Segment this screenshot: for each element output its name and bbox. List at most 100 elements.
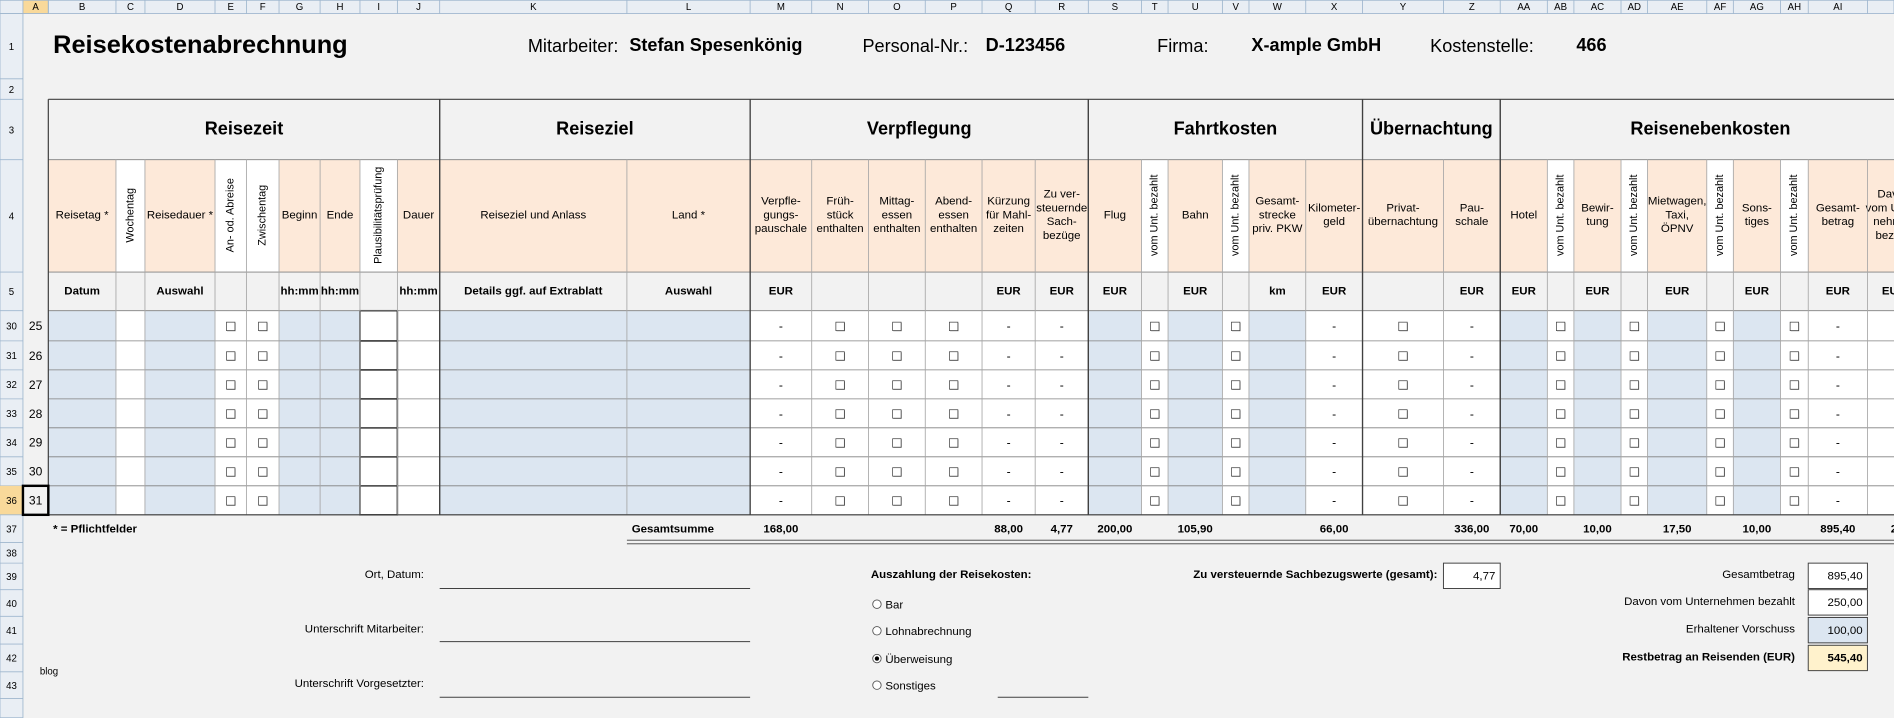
dash-value: - (1470, 465, 1474, 479)
group-title: Reiseziel (556, 118, 634, 138)
header-cell (1867, 159, 1894, 273)
total-value: * = Pflichtfelder (53, 523, 137, 535)
dash-value: - (779, 436, 783, 450)
group-row (48, 99, 1894, 160)
summary-label: Gesamtbetrag (1722, 569, 1795, 581)
input-cell (1168, 340, 1223, 370)
column-header: Flug (1104, 209, 1126, 221)
input-cell (1168, 310, 1223, 341)
input-cell (320, 310, 360, 341)
input-cell (144, 310, 216, 341)
input-cell (1733, 485, 1781, 515)
column-header: stück (827, 209, 854, 221)
checkbox (1715, 496, 1725, 506)
dash-value: - (1007, 465, 1011, 479)
total-value: 88,00 (994, 523, 1023, 535)
unit-label: EUR (1826, 285, 1851, 297)
header-label: Kostenstelle: (1430, 36, 1534, 56)
header-cell (397, 159, 440, 273)
checkbox (1150, 438, 1160, 448)
input-cell (1248, 310, 1306, 341)
total-value: 168,00 (763, 523, 798, 535)
column-header: Reiseziel und Anlass (480, 209, 586, 221)
summary-box (1807, 562, 1868, 589)
input-cell (1733, 369, 1781, 399)
summary-label: Erhaltener Vorschuss (1686, 624, 1795, 636)
input-cell (48, 340, 116, 370)
summary-value: 250,00 (1828, 597, 1863, 609)
header-cell (1621, 159, 1648, 273)
input-cell (1248, 427, 1306, 457)
group-title: Übernachtung (1370, 118, 1493, 138)
input-cell (1168, 398, 1223, 428)
group-title: Fahrtkosten (1174, 118, 1278, 138)
total-value: 4,77 (1051, 523, 1073, 535)
column-header: priv. PKW (1252, 223, 1302, 235)
header-cell (1168, 159, 1223, 273)
total-value: 200,00 (1097, 523, 1132, 535)
total-value: 2 (1891, 523, 1894, 535)
column-letter: F (260, 2, 266, 13)
column-letter: J (416, 2, 421, 13)
unit-label: hh:mm (321, 285, 359, 297)
checkbox (1629, 409, 1639, 419)
total-value: Gesamtsumme (632, 523, 714, 535)
input-cell (144, 398, 216, 428)
input-cell (48, 398, 116, 428)
dash-value: - (1836, 494, 1840, 508)
checkbox (949, 321, 959, 331)
total-value: 105,90 (1178, 523, 1213, 535)
dash-value: - (1007, 407, 1011, 421)
checkbox (226, 380, 236, 390)
column-letter: Z (1469, 2, 1475, 13)
checkbox (1150, 351, 1160, 361)
checkbox (892, 321, 902, 331)
row-header-active (0, 485, 23, 515)
checkbox (892, 380, 902, 390)
column-header: Pau- (1460, 202, 1484, 214)
header-cell (1222, 159, 1249, 273)
column-header: gungs- (763, 209, 798, 221)
checkbox (1629, 438, 1639, 448)
column-letter: AA (1517, 2, 1530, 13)
row-number: 37 (6, 524, 17, 535)
header-cell (750, 159, 812, 273)
checkbox (892, 496, 902, 506)
summary-value: 895,40 (1828, 570, 1863, 582)
day-number: 26 (29, 349, 43, 363)
column-letter: W (1273, 2, 1283, 13)
header-cell (246, 159, 280, 273)
header-cell (1500, 159, 1548, 273)
column-header: Abend- (935, 195, 972, 207)
input-cell (1500, 456, 1548, 486)
checkbox (892, 467, 902, 477)
row-number: 5 (9, 287, 14, 298)
input-cell (1647, 427, 1707, 457)
column-header: geld (1323, 216, 1345, 228)
unit-label: Auswahl (665, 285, 712, 297)
header-cell (48, 159, 116, 273)
signature-label: Unterschrift Mitarbeiter: (305, 624, 424, 636)
header-cell (115, 159, 145, 273)
dash-value: - (1836, 465, 1840, 479)
checkbox (1789, 321, 1799, 331)
input-cell (1088, 485, 1142, 515)
total-value: 336,00 (1454, 523, 1489, 535)
group-title: Verpflegung (867, 118, 972, 138)
input-cell (1647, 340, 1707, 370)
dash-value: - (1332, 465, 1336, 479)
input-cell (1647, 485, 1707, 515)
checkbox (258, 321, 268, 331)
header-value: 466 (1576, 35, 1606, 55)
checkbox (1789, 351, 1799, 361)
dash-value: - (1836, 378, 1840, 392)
input-cell (1573, 340, 1622, 370)
input-cell (1573, 369, 1622, 399)
dash-value: - (1060, 436, 1064, 450)
day-number: 25 (29, 319, 43, 333)
input-cell (1733, 340, 1781, 370)
column-letter: G (296, 2, 304, 13)
column-header-bar (0, 0, 1894, 14)
row-number: 39 (6, 572, 17, 583)
header-cell (1141, 159, 1169, 273)
